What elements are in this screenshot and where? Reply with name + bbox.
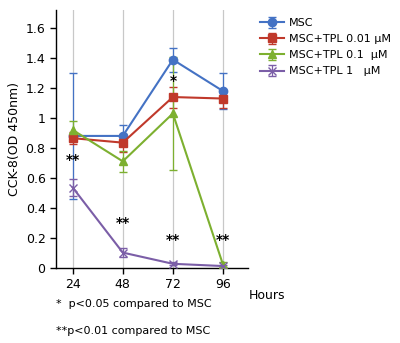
Text: **: **	[216, 233, 230, 247]
Text: *: *	[169, 74, 176, 88]
Text: **: **	[66, 153, 80, 167]
Text: **: **	[166, 233, 180, 247]
Legend: MSC, MSC+TPL 0.01 μM, MSC+TPL 0.1  μM, MSC+TPL 1   μM: MSC, MSC+TPL 0.01 μM, MSC+TPL 0.1 μM, MS…	[257, 16, 393, 79]
Text: **: **	[116, 216, 130, 230]
Y-axis label: CCK-8(OD 450nm): CCK-8(OD 450nm)	[8, 82, 22, 196]
Text: *  p<0.05 compared to MSC: * p<0.05 compared to MSC	[56, 299, 212, 309]
Text: Hours: Hours	[249, 289, 286, 303]
Text: **p<0.01 compared to MSC: **p<0.01 compared to MSC	[56, 326, 210, 336]
